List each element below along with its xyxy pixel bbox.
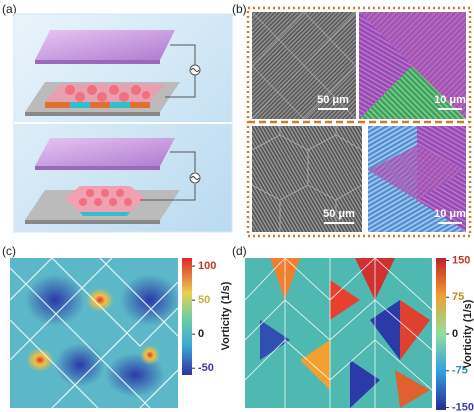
colorbar-title: Vorticity (1/s)	[220, 281, 232, 350]
micrographs	[246, 6, 472, 238]
scale-bar	[318, 108, 348, 110]
panel-label: (a)	[2, 2, 17, 16]
scale-bar	[438, 108, 462, 110]
schematic	[13, 13, 233, 233]
colorbar	[182, 258, 192, 375]
colorbar-tick-label: -75	[452, 365, 468, 377]
scale-bar-label: 10 μm	[434, 94, 466, 106]
scale-bar-label: 10 μm	[434, 208, 466, 220]
colorbar-tick-label: 150	[452, 254, 470, 266]
panel-label: (d)	[232, 244, 247, 258]
colorbar	[436, 258, 446, 410]
colorbar-tick-label: 0	[198, 328, 204, 340]
colorbar-title: Vorticity (1/s)	[462, 299, 474, 368]
colorbar-tick-label: 0	[452, 328, 458, 340]
scale-bar	[438, 222, 462, 224]
scale-bar-label: 50 μm	[317, 94, 349, 106]
colorbar-tick-label: 75	[452, 291, 464, 303]
colorbar-tick-label: 100	[198, 260, 216, 272]
vorticity-map	[244, 257, 433, 408]
colorbar-tick-label: -50	[198, 362, 214, 374]
scale-bar-label: 50 μm	[323, 208, 355, 220]
colorbar-tick-label: 50	[198, 294, 210, 306]
scale-bar	[324, 222, 354, 224]
colorbar-tick-label: -150	[452, 401, 474, 412]
panel-label: (c)	[2, 244, 16, 258]
panel-label: (b)	[232, 2, 247, 16]
vorticity-map	[9, 257, 180, 409]
